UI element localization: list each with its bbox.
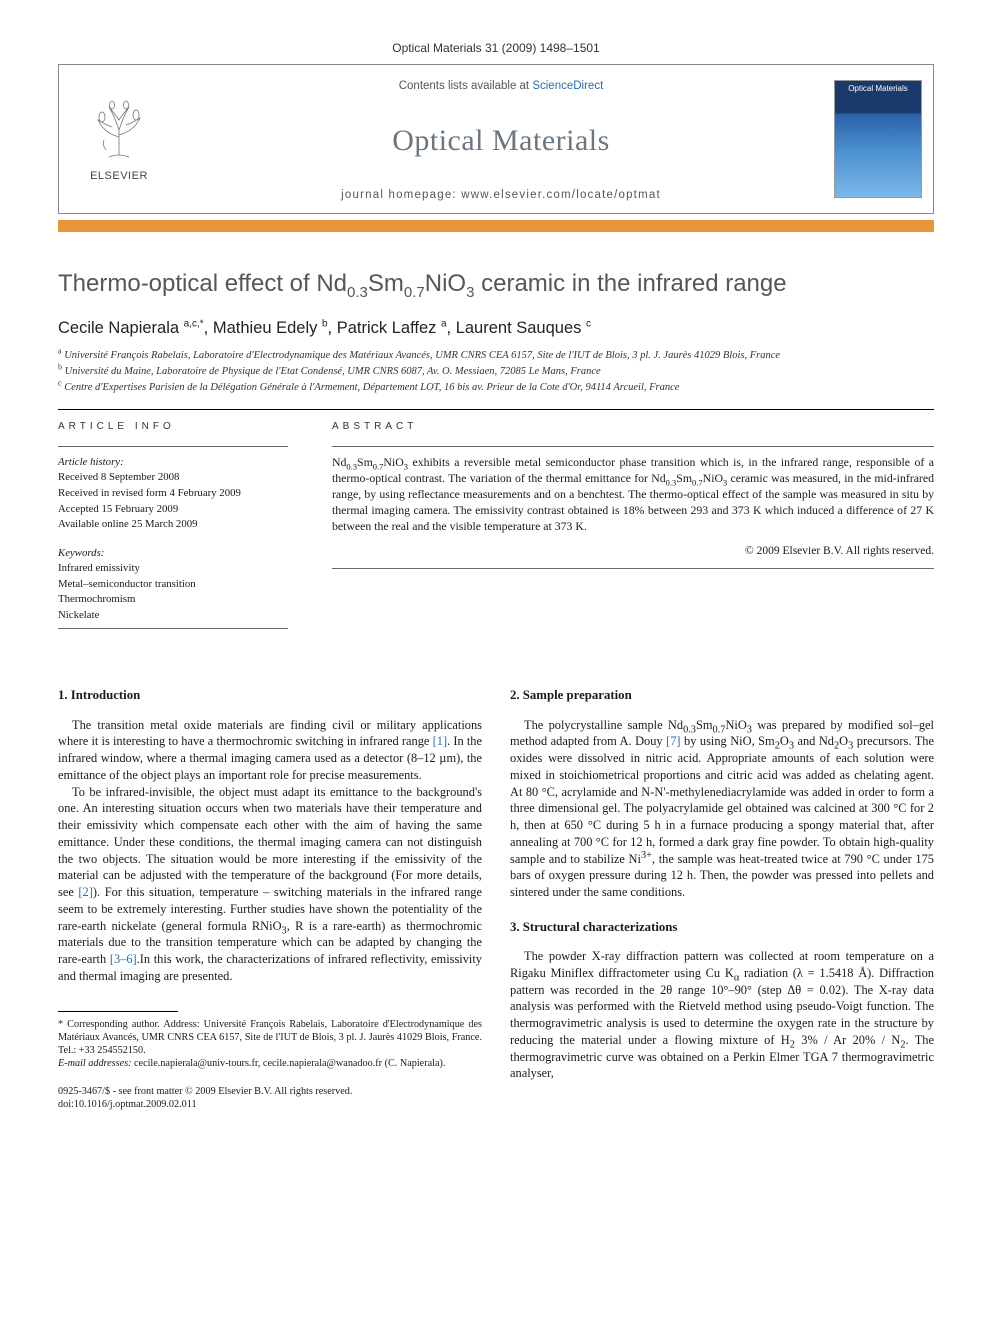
journal-cover-thumbnail: Optical Materials — [834, 80, 922, 198]
journal-name: Optical Materials — [392, 121, 610, 162]
footnote-divider — [58, 1011, 178, 1012]
paragraph: The transition metal oxide materials are… — [58, 717, 482, 784]
history-line: Received in revised form 4 February 2009 — [58, 486, 288, 501]
cover-cell: Optical Materials — [823, 65, 933, 213]
body-columns: 1. Introduction The transition metal oxi… — [58, 687, 934, 1111]
affiliation: b Université du Maine, Laboratoire de Ph… — [58, 365, 934, 379]
keyword: Thermochromism — [58, 592, 288, 607]
history-line: Accepted 15 February 2009 — [58, 502, 288, 517]
paragraph: The polycrystalline sample Nd0.3Sm0.7NiO… — [510, 717, 934, 901]
left-column: 1. Introduction The transition metal oxi… — [58, 687, 482, 1111]
history-line: Received 8 September 2008 — [58, 470, 288, 485]
affiliation-block: a Université François Rabelais, Laborato… — [58, 349, 934, 396]
email-footnote: E-mail addresses: cecile.napierala@univ-… — [58, 1057, 482, 1070]
corresponding-author-footnote: * Corresponding author. Address: Univers… — [58, 1018, 482, 1058]
homepage-prefix: journal homepage: — [341, 189, 461, 201]
right-column: 2. Sample preparation The polycrystallin… — [510, 687, 934, 1111]
divider — [58, 409, 934, 410]
availability-line: Contents lists available at ScienceDirec… — [399, 79, 604, 95]
publisher-logo-cell: ELSEVIER — [59, 65, 179, 213]
article-info-block: ARTICLE INFO Article history: Received 8… — [58, 420, 288, 629]
journal-header: ELSEVIER Contents lists available at Sci… — [58, 64, 934, 214]
doi-block: 0925-3467/$ - see front matter © 2009 El… — [58, 1085, 482, 1112]
availability-prefix: Contents lists available at — [399, 80, 533, 92]
section-heading: 1. Introduction — [58, 687, 482, 704]
author-list: Cecile Napierala a,c,*, Mathieu Edely b,… — [58, 317, 934, 339]
homepage-line: journal homepage: www.elsevier.com/locat… — [341, 188, 661, 204]
email-addresses: cecile.napierala@univ-tours.fr, cecile.n… — [131, 1058, 445, 1069]
keywords-head: Keywords: — [58, 546, 288, 561]
divider — [332, 446, 934, 447]
email-label: E-mail addresses: — [58, 1058, 131, 1069]
elsevier-tree-icon — [84, 95, 154, 165]
divider — [58, 628, 288, 629]
doi-line: doi:10.1016/j.optmat.2009.02.011 — [58, 1098, 482, 1111]
keyword: Metal–semiconductor transition — [58, 577, 288, 592]
divider — [58, 446, 288, 447]
divider — [332, 568, 934, 569]
article-title: Thermo-optical effect of Nd0.3Sm0.7NiO3 … — [58, 268, 934, 300]
citation-line: Optical Materials 31 (2009) 1498–1501 — [58, 40, 934, 56]
orange-divider-bar — [58, 220, 934, 232]
publisher-label: ELSEVIER — [90, 169, 148, 184]
header-center: Contents lists available at ScienceDirec… — [179, 65, 823, 213]
history-head: Article history: — [58, 455, 288, 470]
cover-title: Optical Materials — [835, 84, 921, 95]
paragraph: To be infrared-invisible, the object mus… — [58, 784, 482, 985]
section-heading: 2. Sample preparation — [510, 687, 934, 704]
affiliation: c Centre d'Expertises Parisien de la Dél… — [58, 381, 934, 395]
abstract-text: Nd0.3Sm0.7NiO3 exhibits a reversible met… — [332, 455, 934, 535]
sciencedirect-link[interactable]: ScienceDirect — [532, 80, 603, 92]
front-matter-line: 0925-3467/$ - see front matter © 2009 El… — [58, 1085, 482, 1098]
section-heading: 3. Structural characterizations — [510, 919, 934, 936]
affiliation: a Université François Rabelais, Laborato… — [58, 349, 934, 363]
paragraph: The powder X-ray diffraction pattern was… — [510, 948, 934, 1082]
homepage-url: www.elsevier.com/locate/optmat — [461, 189, 661, 201]
abstract-block: ABSTRACT Nd0.3Sm0.7NiO3 exhibits a rever… — [332, 420, 934, 629]
keyword: Infrared emissivity — [58, 561, 288, 576]
abstract-copyright: © 2009 Elsevier B.V. All rights reserved… — [332, 544, 934, 560]
keyword: Nickelate — [58, 608, 288, 623]
article-info-label: ARTICLE INFO — [58, 420, 288, 434]
history-line: Available online 25 March 2009 — [58, 517, 288, 532]
abstract-label: ABSTRACT — [332, 420, 934, 434]
